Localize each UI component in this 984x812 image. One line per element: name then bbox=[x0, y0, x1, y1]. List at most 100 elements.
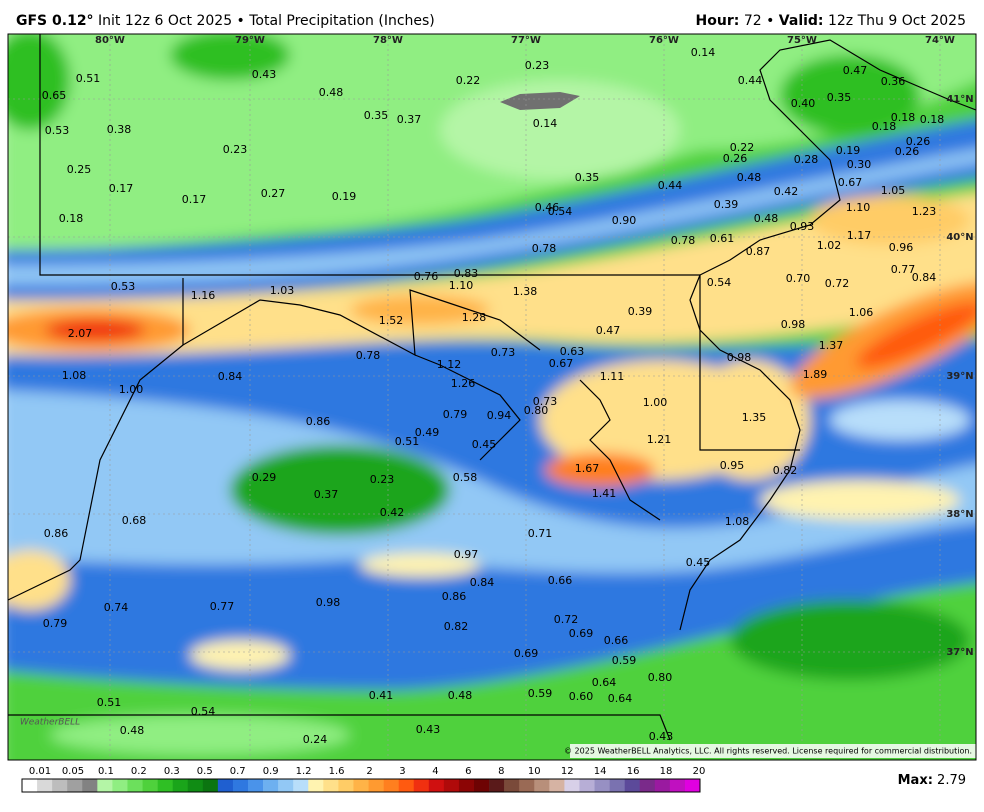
precip-label: 1.21 bbox=[647, 433, 672, 446]
precip-label: 1.35 bbox=[742, 411, 767, 424]
precip-label: 0.67 bbox=[549, 357, 574, 370]
colorbar-swatch bbox=[428, 779, 445, 792]
precip-label: 0.25 bbox=[67, 163, 92, 176]
colorbar-swatch bbox=[639, 779, 656, 792]
colorbar-label: 0.2 bbox=[131, 766, 147, 777]
precip-label: 0.40 bbox=[791, 97, 816, 110]
precip-label: 1.11 bbox=[600, 370, 625, 383]
precip-label: 1.26 bbox=[451, 377, 476, 390]
colorbar-swatch bbox=[489, 779, 505, 792]
precip-label: 0.14 bbox=[533, 117, 558, 130]
colorbar-swatch bbox=[52, 779, 68, 792]
precip-label: 0.72 bbox=[554, 613, 579, 626]
precip-label: 0.74 bbox=[104, 601, 129, 614]
colorbar-label: 12 bbox=[561, 766, 574, 777]
valid: 12z Thu 9 Oct 2025 bbox=[828, 13, 966, 29]
precip-label: 0.37 bbox=[314, 488, 339, 501]
precip-label: 0.47 bbox=[596, 324, 621, 337]
colorbar-swatch bbox=[142, 779, 158, 792]
borders bbox=[8, 34, 976, 741]
precip-label: 0.86 bbox=[306, 415, 331, 428]
precip-label: 2.07 bbox=[68, 327, 93, 340]
latitude-label: 38°N bbox=[946, 509, 973, 520]
precip-label: 0.45 bbox=[686, 556, 711, 569]
precip-label: 0.45 bbox=[472, 438, 497, 451]
colorbar-swatch bbox=[202, 779, 219, 792]
precip-label: 0.48 bbox=[737, 171, 762, 184]
precip-label: 0.86 bbox=[442, 590, 467, 603]
precip-label: 0.22 bbox=[730, 141, 755, 154]
precip-label: 0.17 bbox=[182, 193, 207, 206]
colorbar-swatch bbox=[172, 779, 189, 792]
precip-label: 0.38 bbox=[107, 123, 132, 136]
precip-label: 0.76 bbox=[414, 270, 439, 283]
colorbar-swatch bbox=[338, 779, 354, 792]
colorbar-swatch bbox=[157, 779, 173, 792]
precip-label: 1.02 bbox=[817, 239, 842, 252]
colorbar-swatch bbox=[82, 779, 98, 792]
longitude-label: 78°W bbox=[373, 35, 403, 46]
colorbar-swatch bbox=[353, 779, 369, 792]
colorbar-swatch bbox=[67, 779, 83, 792]
colorbar: 0.01 0.05 0.1 0.2 0.3 0.5 0.7 0.9 1.2 1.6 2 3 4 6 8 10 1… bbox=[21, 766, 705, 793]
colorbar-label: 10 bbox=[528, 766, 541, 777]
precip-label: 0.37 bbox=[397, 113, 422, 126]
precip-label: 0.66 bbox=[548, 574, 573, 587]
precip-label: 0.84 bbox=[218, 370, 243, 383]
precip-label: 0.43 bbox=[416, 723, 441, 736]
precip-label: 1.37 bbox=[819, 339, 844, 352]
precip-label: 1.28 bbox=[462, 311, 487, 324]
precip-label: 0.35 bbox=[575, 171, 600, 184]
title: Init 12z 6 Oct 2025 • Total Precipitatio… bbox=[98, 13, 435, 29]
colorbar-swatch bbox=[97, 779, 113, 792]
colorbar-swatch bbox=[323, 779, 339, 792]
precip-label: 0.78 bbox=[356, 349, 381, 362]
precip-label: 0.97 bbox=[454, 548, 479, 561]
latitude-label: 37°N bbox=[946, 647, 973, 658]
precip-label: 0.54 bbox=[191, 705, 216, 718]
precip-label: 0.43 bbox=[649, 730, 674, 743]
precip-label: 1.06 bbox=[849, 306, 874, 319]
colorbar-label: 3 bbox=[399, 766, 405, 777]
copyright: © 2025 WeatherBELL Analytics, LLC. All r… bbox=[564, 747, 972, 756]
precip-label: 0.60 bbox=[569, 690, 594, 703]
colorbar-swatch bbox=[609, 779, 625, 792]
precip-label: 0.86 bbox=[44, 527, 69, 540]
precip-label: 1.08 bbox=[725, 515, 750, 528]
latitude-label: 39°N bbox=[946, 371, 973, 382]
colorbar-swatch bbox=[37, 779, 53, 792]
precip-label: 0.93 bbox=[790, 220, 815, 233]
precip-label: 0.82 bbox=[773, 464, 798, 477]
colorbar-label: 8 bbox=[498, 766, 504, 777]
precip-label: 0.84 bbox=[470, 576, 495, 589]
colorbar-swatch bbox=[474, 779, 490, 792]
missing-area bbox=[500, 92, 580, 110]
precip-label: 0.53 bbox=[111, 280, 136, 293]
valid-label: Valid: bbox=[779, 13, 824, 29]
colorbar-swatch bbox=[519, 779, 535, 792]
colorbar-frame bbox=[21, 778, 701, 793]
colorbar-label: 0.3 bbox=[164, 766, 180, 777]
colorbar-label: 18 bbox=[660, 766, 673, 777]
precip-label: 1.10 bbox=[449, 279, 474, 292]
longitude-label: 74°W bbox=[925, 35, 955, 46]
precip-label: 0.98 bbox=[727, 351, 752, 364]
precip-label: 0.28 bbox=[794, 153, 819, 166]
precip-label: 0.53 bbox=[45, 124, 70, 137]
precip-label: 1.08 bbox=[62, 369, 87, 382]
precip-label: 0.14 bbox=[691, 46, 716, 59]
colorbar-swatch bbox=[308, 779, 324, 792]
colorbar-swatch bbox=[654, 779, 671, 792]
colorbar-label: 0.5 bbox=[197, 766, 213, 777]
colorbar-swatch bbox=[112, 779, 128, 792]
precip-label: 1.05 bbox=[881, 184, 906, 197]
precip-label: 1.03 bbox=[270, 284, 295, 297]
colorbar-swatch bbox=[413, 779, 430, 792]
colorbar-swatch bbox=[504, 779, 520, 792]
colorbar-swatch bbox=[368, 779, 384, 792]
precip-label: 0.19 bbox=[332, 190, 357, 203]
logo: WeatherBELL bbox=[20, 718, 80, 728]
precip-label: 0.35 bbox=[827, 91, 852, 104]
precip-label: 1.17 bbox=[847, 229, 872, 242]
